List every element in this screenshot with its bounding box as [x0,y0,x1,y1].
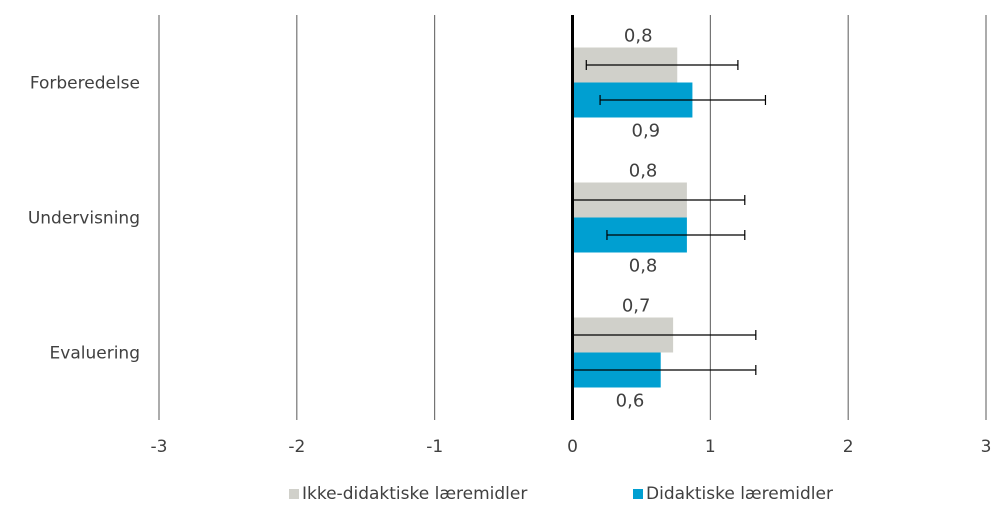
gridlines [158,15,987,420]
x-tick-label: -1 [426,437,443,457]
x-tick-label: 2 [843,437,854,457]
legend-swatch-ikke-didaktiske [289,489,299,499]
legend-swatch-didaktiske [633,489,643,499]
x-tick-label: 0 [567,437,578,457]
x-tick-label: -3 [151,437,168,457]
x-tick-label: -2 [288,437,305,457]
category-label: Evaluering [50,344,140,364]
data-label: 0,8 [624,26,653,47]
legend-label-didaktiske: Didaktiske læremidler [646,484,833,504]
x-axis-tick-labels: -3 -2 -1 0 1 2 3 [151,437,992,457]
legend-label-ikke-didaktiske: Ikke-didaktiske læremidler [302,484,527,504]
data-label: 0,8 [629,256,658,277]
data-label: 0,6 [616,391,645,412]
category-label: Forberedelse [30,74,140,94]
data-label: 0,9 [632,121,661,142]
category-labels: Forberedelse Undervisning Evaluering [28,74,140,364]
category-label: Undervisning [28,209,140,229]
legend: Ikke-didaktiske læremidler Didaktiske læ… [289,484,833,504]
x-tick-label: 1 [705,437,716,457]
x-tick-label: 3 [981,437,992,457]
data-labels: 0,8 0,9 0,8 0,8 0,7 0,6 [616,26,660,412]
bars [572,47,693,388]
data-label: 0,8 [629,161,658,182]
data-label: 0,7 [622,296,651,317]
